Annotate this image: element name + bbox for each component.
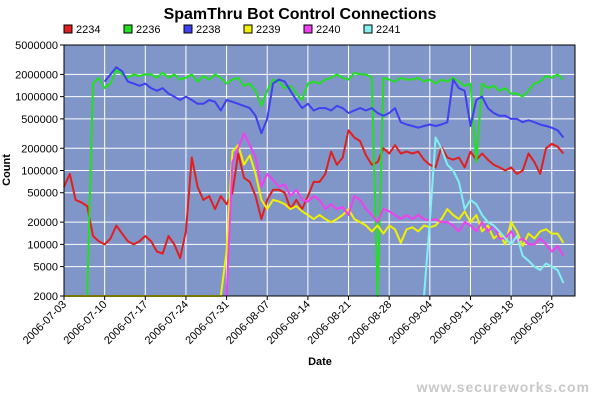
legend-label: 2236 [136,24,160,36]
y-tick-label: 100000 [21,166,58,178]
series-line-2240 [225,132,565,297]
legend-item-2241: 2241 [363,24,400,36]
y-tick-label: 1000000 [15,92,58,104]
legend-label: 2240 [316,24,340,36]
legend-item-2238: 2238 [183,24,220,36]
legend-swatch [123,24,133,34]
legend-item-2240: 2240 [303,24,340,36]
series-line-2236 [64,68,565,297]
y-tick-label: 5000 [34,262,58,274]
series-line-2234 [63,129,565,260]
legend-label: 2239 [256,24,280,36]
series-line-2238 [103,66,565,139]
y-tick-label: 50000 [27,188,58,200]
series-line-2239 [64,144,565,297]
x-tick-label: 2006-09-04 [387,299,435,347]
y-axis-title: Count [1,154,13,186]
x-axis: 2006-07-032006-07-102006-07-172006-07-24… [21,296,557,347]
y-tick-label: 500000 [21,114,58,126]
legend-item-2236: 2236 [123,24,160,36]
y-tick-label: 5000000 [15,40,58,52]
series-lines [63,44,576,297]
y-tick-label: 20000 [27,217,58,229]
legend-label: 2238 [196,24,220,36]
series-line-2241 [423,136,565,297]
y-tick-label: 200000 [21,143,58,155]
y-tick-label: 2000 [34,291,58,303]
y-tick-label: 2000000 [15,69,58,81]
x-axis-title: Date [308,356,332,368]
legend: 2234 2236 2238 2239 2240 2241 [63,24,400,36]
watermark: www.secureworks.com [416,379,590,395]
legend-swatch [303,24,313,34]
legend-swatch [183,24,193,34]
legend-swatch [363,24,373,34]
x-tick-label: 2006-09-25 [509,299,557,347]
legend-label: 2241 [376,24,400,36]
legend-item-2234: 2234 [63,24,100,36]
legend-swatch [243,24,253,34]
legend-label: 2234 [76,24,100,36]
legend-item-2239: 2239 [243,24,280,36]
legend-swatch [63,24,73,34]
y-tick-label: 10000 [27,239,58,251]
chart-title: SpamThru Bot Control Connections [164,6,437,23]
y-axis: 2000 5000 10000 20000 50000 100000 200000 50000… [15,40,64,303]
